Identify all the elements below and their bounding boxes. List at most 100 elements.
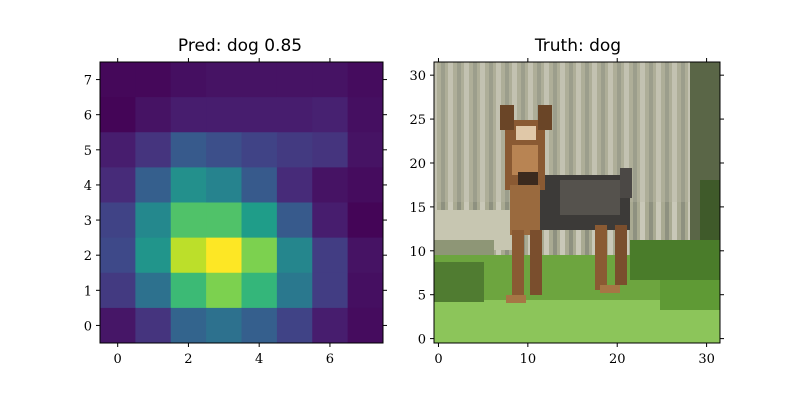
heatmap-cell [170, 167, 207, 204]
heatmap-cell [100, 307, 136, 344]
y-tick-label: 2 [84, 249, 92, 264]
heatmap-cell [347, 167, 384, 204]
heatmap-cell [206, 167, 243, 204]
heatmap-cell [241, 62, 278, 98]
heatmap-cell [241, 132, 278, 168]
heatmap-cell [347, 132, 384, 168]
y-tick-label: 4 [84, 179, 92, 194]
heatmap-cell [206, 272, 243, 309]
x-tick-label: 0 [434, 352, 442, 367]
y-tick-label: 7 [84, 74, 92, 89]
heatmap-cell [170, 62, 207, 98]
heatmap-cell [347, 202, 384, 239]
heatmap-cell [170, 132, 207, 168]
heatmap-cell [312, 272, 349, 309]
heatmap-cell [100, 97, 136, 133]
dog-photo [434, 62, 720, 343]
heatmap-cell [241, 272, 278, 309]
heatmap-cell [312, 307, 349, 344]
heatmap-frame [99, 61, 384, 344]
heatmap-cell [276, 307, 313, 344]
photo-panel: Truth: dog [409, 36, 724, 367]
heatmap-panel: Pred: dog 0.85 0 2 4 6 0 1 2 3 4 5 6 7 [84, 36, 387, 367]
x-tick-label: 4 [255, 352, 263, 367]
heatmap-cell [312, 97, 349, 133]
heatmap-cell [206, 307, 243, 344]
heatmap-cell [100, 167, 136, 204]
heatmap-cell [135, 202, 172, 239]
heatmap-cell [312, 237, 349, 274]
heatmap-cell [100, 237, 136, 274]
heatmap-cell [276, 132, 313, 168]
heatmap-cell [347, 62, 384, 98]
heatmap-cell [276, 97, 313, 133]
heatmap-cell [135, 62, 172, 98]
heatmap-x-axis: 0 2 4 6 [114, 58, 334, 367]
heatmap-y-axis: 0 1 2 3 4 5 6 7 [84, 74, 387, 334]
heatmap-cell [312, 202, 349, 239]
heatmap-cell [241, 307, 278, 344]
y-tick-label: 0 [84, 319, 92, 334]
heatmap-cell [347, 307, 384, 344]
x-tick-label: 0 [114, 352, 122, 367]
y-tick-label: 10 [409, 245, 426, 260]
heatmap-cell [170, 97, 207, 133]
heatmap-cell [100, 132, 136, 168]
heatmap-cell [170, 272, 207, 309]
heatmap-cell [312, 62, 349, 98]
heatmap-cell [170, 237, 207, 274]
heatmap-cell [206, 237, 243, 274]
x-tick-label: 10 [520, 352, 537, 367]
heatmap-cell [347, 272, 384, 309]
heatmap-cell [276, 272, 313, 309]
y-tick-label: 20 [409, 157, 426, 172]
heatmap-cell [347, 97, 384, 133]
heatmap-cells [100, 62, 384, 344]
heatmap-cell [135, 167, 172, 204]
y-tick-label: 25 [409, 113, 426, 128]
heatmap-cell [135, 307, 172, 344]
y-tick-label: 5 [84, 144, 92, 159]
y-tick-label: 5 [418, 289, 426, 304]
x-tick-label: 20 [609, 352, 626, 367]
heatmap-cell [276, 202, 313, 239]
x-tick-label: 30 [698, 352, 715, 367]
heatmap-cell [135, 237, 172, 274]
heatmap-cell [241, 237, 278, 274]
x-tick-label: 2 [184, 352, 192, 367]
heatmap-cell [276, 62, 313, 98]
heatmap-cell [170, 202, 207, 239]
heatmap-cell [100, 272, 136, 309]
heatmap-cell [135, 272, 172, 309]
heatmap-cell [135, 97, 172, 133]
x-tick-label: 6 [326, 352, 334, 367]
photo-frame [433, 61, 721, 344]
heatmap-cell [135, 132, 172, 168]
y-tick-label: 30 [409, 69, 426, 84]
heatmap-cell [100, 202, 136, 239]
heatmap-cell [100, 62, 136, 98]
heatmap-cell [206, 132, 243, 168]
y-tick-label: 1 [84, 284, 92, 299]
heatmap-cell [312, 167, 349, 204]
heatmap-cell [347, 237, 384, 274]
heatmap-cell [241, 167, 278, 204]
heatmap-cell [276, 237, 313, 274]
heatmap-cell [206, 97, 243, 133]
y-tick-label: 6 [84, 109, 92, 124]
heatmap-cell [276, 167, 313, 204]
heatmap-cell [206, 62, 243, 98]
y-tick-label: 15 [409, 201, 426, 216]
y-tick-label: 3 [84, 214, 92, 229]
photo-title: Truth: dog [534, 36, 621, 56]
heatmap-cell [170, 307, 207, 344]
heatmap-cell [241, 202, 278, 239]
y-tick-label: 0 [418, 333, 426, 348]
photo-y-axis: 0 5 10 15 20 25 30 [409, 69, 724, 348]
heatmap-cell [241, 97, 278, 133]
heatmap-title: Pred: dog 0.85 [178, 36, 302, 56]
heatmap-cell [206, 202, 243, 239]
heatmap-cell [312, 132, 349, 168]
photo-x-axis: 0 10 20 30 [434, 58, 715, 367]
